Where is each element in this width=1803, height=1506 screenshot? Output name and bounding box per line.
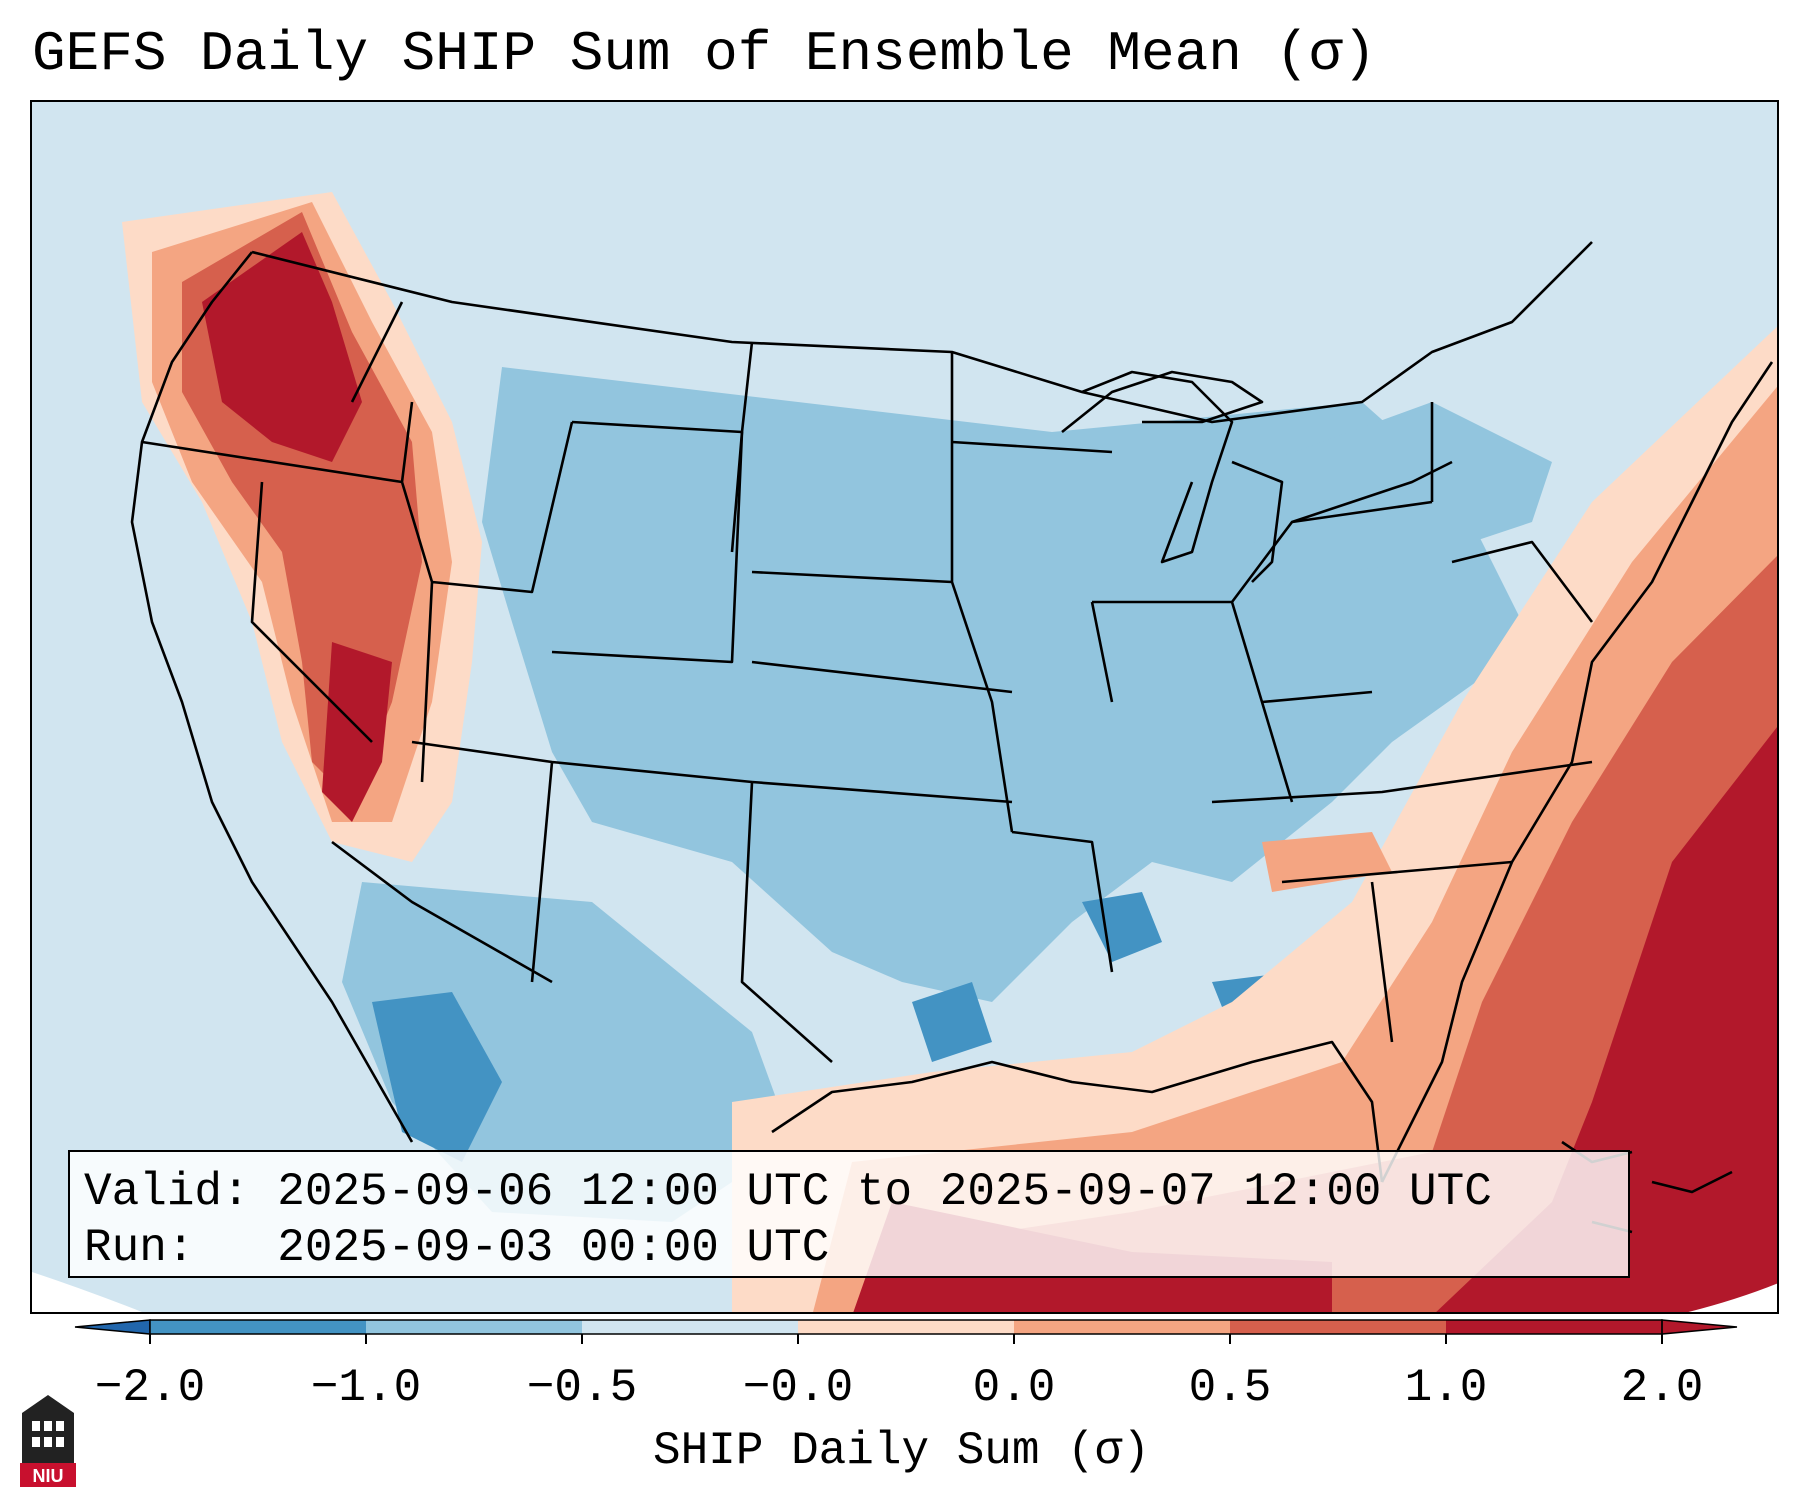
state-lines-central: [730, 341, 1114, 1063]
colorbar-segment: [798, 1320, 1015, 1334]
colorbar-under-extension: [74, 1319, 151, 1335]
field-blue-dark-1: [372, 992, 502, 1162]
colorbar-segment: [1230, 1320, 1447, 1334]
valid-time-text: Valid: 2025-09-06 12:00 UTC to 2025-09-0…: [84, 1166, 1492, 1218]
colorbar-tick-label: −2.0: [94, 1362, 206, 1414]
colorbar-tick-label: 2.0: [1620, 1362, 1704, 1414]
colorbar-segments: [74, 1319, 1738, 1335]
colorbar: [74, 1319, 1738, 1344]
field-red-strong-east: [894, 556, 1777, 1312]
colorbar-tick-label: −1.0: [310, 1362, 422, 1414]
domain-edge-right: [1688, 1283, 1777, 1312]
map-panel[interactable]: [30, 100, 1779, 1314]
field-red-light-southeast: [1262, 832, 1392, 892]
chart-title: GEFS Daily SHIP Sum of Ensemble Mean (σ): [32, 22, 1377, 86]
colorbar-tick-label: 1.0: [1404, 1362, 1488, 1414]
colorbar-segment: [150, 1320, 367, 1334]
colorbar-segment: [1014, 1320, 1231, 1334]
west-coast: [130, 251, 414, 1143]
colorbar-over-extension: [1661, 1319, 1738, 1335]
validity-info-box: Valid: 2025-09-06 12:00 UTC to 2025-09-0…: [68, 1150, 1630, 1278]
colorbar-tick-label: 0.5: [1188, 1362, 1272, 1414]
domain-edge-left: [32, 1272, 142, 1312]
state-lines-west: [141, 301, 753, 984]
east-coast: [1380, 361, 1774, 1183]
great-lakes: [1081, 370, 1453, 583]
canada-border: [251, 241, 1593, 424]
colorbar-tick-label: −0.5: [526, 1362, 638, 1414]
lake-superior: [1061, 370, 1264, 434]
colorbar-tick-label: −0.0: [742, 1362, 854, 1414]
logo-text: NIU: [33, 1466, 64, 1486]
niu-logo: NIU: [20, 1395, 76, 1487]
colorbar-outline: [149, 1319, 1663, 1335]
run-time-text: Run: 2025-09-03 00:00 UTC: [84, 1222, 830, 1274]
colorbar-tick-label: 0.0: [972, 1362, 1056, 1414]
field-blue-dark-4: [912, 982, 992, 1062]
field-red-dark-pnw: [202, 232, 362, 462]
colorbar-ticks: [149, 1334, 1663, 1344]
map-canvas: [32, 102, 1777, 1312]
colorbar-segment: [1446, 1320, 1663, 1334]
gulf-coast: [771, 1040, 1384, 1183]
field-red-dark-atlantic: [1436, 727, 1777, 1312]
colorbar-label: SHIP Daily Sum (σ): [653, 1425, 1150, 1477]
colorbar-segment: [366, 1320, 583, 1334]
field-red-dark-nevada: [322, 642, 392, 822]
colorbar-segment: [582, 1320, 799, 1334]
